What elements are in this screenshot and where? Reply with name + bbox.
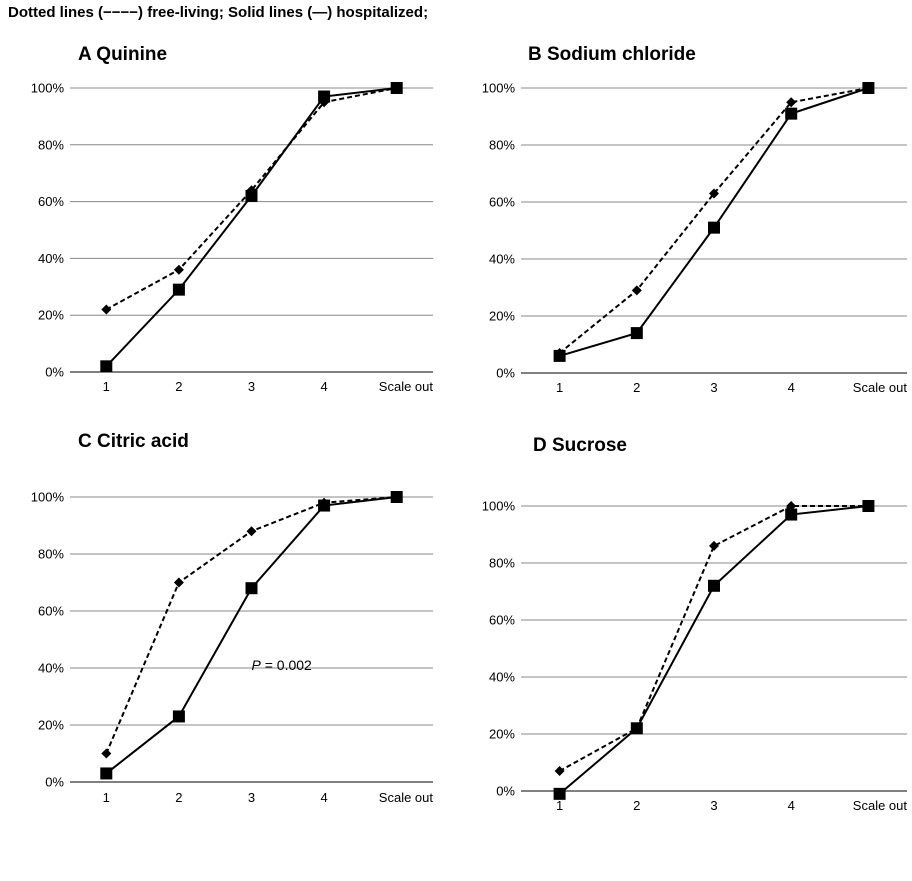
y-tick-label: 40% [38,251,64,266]
marker-diamond [101,748,112,759]
p-value-text: = 0.002 [261,657,312,673]
marker-square [708,579,720,592]
marker-square [100,360,113,373]
x-tick-label: 3 [710,380,717,395]
marker-diamond [101,304,112,315]
x-tick-label: 2 [175,379,182,394]
y-tick-label: 20% [489,309,515,324]
marker-diamond [554,766,565,777]
y-tick-label: 100% [31,490,65,505]
y-tick-label: 40% [38,661,64,676]
marker-square [245,582,258,595]
x-tick-label: 2 [633,380,640,395]
marker-square [785,107,798,120]
p-value-annotation: P = 0.002 [252,657,313,673]
x-tick-label: Scale out [853,798,908,813]
y-tick-label: 60% [38,194,64,209]
chart-title: B Sodium chloride [528,44,696,65]
marker-square [245,189,258,202]
x-tick-label: Scale out [379,790,434,805]
y-tick-label: 20% [38,308,64,323]
chart-svg: 0% 20% 40% 60% 80% 100% 1 2 3 4 Scale out [482,81,908,396]
marker-square [318,90,331,103]
chart-panel-d: D Sucrose 0% 20% 40% 60% 80% 100% 1 2 3 4 Scale ou… [455,425,908,835]
marker-square [390,491,403,503]
y-tick-label: 80% [489,556,515,571]
x-tick-label: 3 [248,379,255,394]
x-tick-label: 2 [175,790,182,805]
x-tick-label: 4 [320,790,327,805]
x-tick-label: 3 [248,790,255,805]
x-tick-label: 1 [103,379,110,394]
x-tick-label: 1 [556,380,563,395]
marker-square [172,283,185,296]
marker-square [172,710,185,723]
chart-panel-b: B Sodium chloride 0% 20% 40% 60% 80% 100% 1 2 3 4… [455,40,908,450]
series-line-free-living [558,87,869,354]
p-value-italic: P [252,657,262,673]
series-line-hospitalized [105,87,397,368]
y-tick-label: 60% [489,195,515,210]
marker-square [100,767,113,780]
marker-square [862,82,875,94]
y-tick-label: 60% [489,613,515,628]
x-tick-label: 4 [788,380,795,395]
marker-diamond [786,97,797,108]
marker-square [708,221,720,234]
marker-square [630,722,643,735]
y-tick-label: 100% [31,81,65,96]
y-tick-label: 40% [489,252,515,267]
x-tick-label: Scale out [379,379,434,394]
chart-title: D Sucrose [533,435,627,456]
y-tick-label: 0% [45,365,64,380]
y-tick-label: 40% [489,670,515,685]
chart-title: A Quinine [78,44,168,65]
y-tick-label: 20% [489,727,515,742]
chart-svg: 0% 20% 40% 60% 80% 100% 1 2 3 4 Scale out P = 0.002 [31,490,434,806]
marker-diamond [173,264,184,275]
series-line-free-living [105,87,397,311]
y-tick-label: 0% [45,775,64,790]
y-tick-label: 60% [38,604,64,619]
marker-square [630,327,643,340]
chart-panel-a: A Quinine 0% 20% 40% 60% 80% 100% 1 2 3 4 Scale ou… [0,40,450,450]
x-tick-label: 1 [556,798,563,813]
chart-svg: 0% 20% 40% 60% 80% 100% 1 2 3 4 Scale out [31,81,434,395]
chart-svg: 0% 20% 40% 60% 80% 100% 1 2 3 4 Scale out [482,499,908,814]
x-tick-label: 2 [633,798,640,813]
y-tick-label: 0% [496,366,515,381]
legend-text: Dotted lines (−−−−) free-living; Solid l… [8,4,429,21]
marker-square [785,508,798,521]
x-tick-label: 4 [320,379,327,394]
y-tick-label: 80% [38,137,64,152]
y-tick-label: 100% [482,499,516,514]
chart-panel-c: C Citric acid 0% 20% 40% 60% 80% 100% 1 2 3 4 Scal… [0,425,450,835]
x-tick-label: 4 [788,798,795,813]
x-tick-label: 1 [103,790,110,805]
marker-diamond [173,577,184,588]
marker-square [553,787,566,800]
series-line-hospitalized [105,496,397,775]
marker-diamond [709,540,719,551]
y-tick-label: 80% [38,547,64,562]
chart-title: C Citric acid [78,431,189,452]
marker-diamond [786,501,797,511]
series-line-free-living [559,505,869,772]
marker-square [862,500,875,512]
y-tick-label: 0% [496,784,515,799]
marker-square [553,349,566,362]
y-tick-label: 80% [489,138,515,153]
y-tick-label: 20% [38,718,64,733]
x-tick-label: Scale out [853,380,908,395]
marker-diamond [709,188,719,199]
y-tick-label: 100% [482,81,516,96]
marker-square [390,82,403,94]
x-tick-label: 3 [710,798,717,813]
marker-square [318,499,331,512]
marker-diamond [631,285,642,296]
marker-diamond [246,526,257,537]
